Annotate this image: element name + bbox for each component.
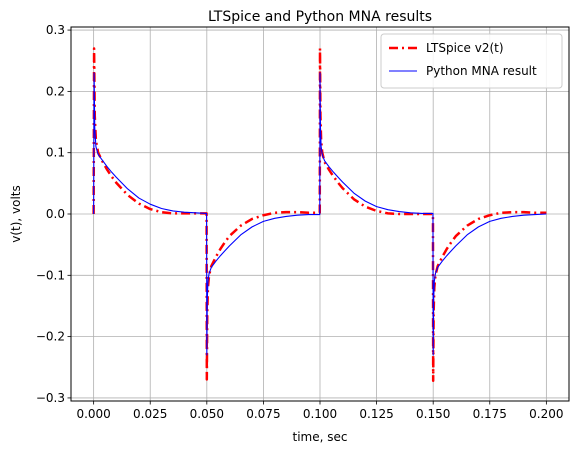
x-tick-label: 0.000 [76, 407, 110, 421]
y-tick-label: 0.1 [46, 146, 65, 160]
y-tick-label: −0.3 [36, 391, 65, 405]
y-tick-label: −0.1 [36, 268, 65, 282]
legend-label-python-mna: Python MNA result [426, 64, 537, 78]
x-tick-label: 0.150 [416, 407, 450, 421]
y-tick-label: −0.2 [36, 330, 65, 344]
x-tick-label: 0.125 [359, 407, 393, 421]
y-tick-label: 0.3 [46, 23, 65, 37]
legend-label-ltspice: LTSpice v2(t) [426, 41, 504, 55]
x-tick-label: 0.100 [303, 407, 337, 421]
x-tick-label: 0.075 [246, 407, 280, 421]
y-axis: −0.3 −0.2 −0.1 0.0 0.1 0.2 0.3 [36, 23, 71, 405]
x-tick-label: 0.175 [473, 407, 507, 421]
series-layer [92, 47, 547, 383]
x-tick-label: 0.200 [529, 407, 563, 421]
x-axis-label: time, sec [293, 430, 348, 444]
x-tick-label: 0.025 [133, 407, 167, 421]
y-tick-label: 0.0 [46, 207, 65, 221]
series-line-python-mna-result [93, 72, 547, 356]
y-axis-label: v(t), volts [9, 185, 23, 243]
legend: LTSpice v2(t) Python MNA result [380, 33, 563, 89]
x-tick-label: 0.050 [190, 407, 224, 421]
x-axis: 0.000 0.025 0.050 0.075 0.100 0.125 0.150 0.175… [76, 401, 564, 421]
y-tick-label: 0.2 [46, 84, 65, 98]
legend-box [380, 33, 563, 89]
chart-title: LTSpice and Python MNA results [208, 9, 432, 25]
